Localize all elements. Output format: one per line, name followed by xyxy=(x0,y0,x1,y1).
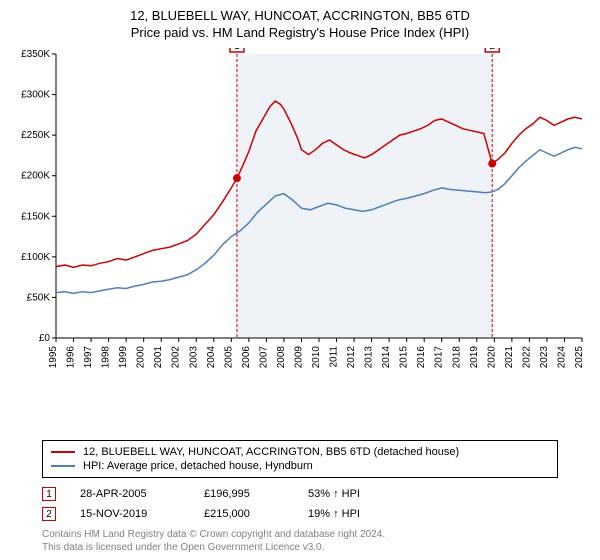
svg-text:2019: 2019 xyxy=(469,346,480,369)
sale-marker-icon: 2 xyxy=(42,507,56,521)
title-address: 12, BLUEBELL WAY, HUNCOAT, ACCRINGTON, B… xyxy=(12,8,588,23)
svg-text:2022: 2022 xyxy=(521,346,532,369)
sale-pct: 19% ↑ HPI xyxy=(308,508,360,520)
svg-text:2009: 2009 xyxy=(293,346,304,369)
svg-text:1995: 1995 xyxy=(48,346,59,369)
svg-text:2003: 2003 xyxy=(188,346,199,369)
legend: 12, BLUEBELL WAY, HUNCOAT, ACCRINGTON, B… xyxy=(42,440,558,478)
footer-line: Contains HM Land Registry data © Crown c… xyxy=(42,528,558,541)
chart-area: £0 £50K £100K £150K £200K £250K £300K £350K 1995… xyxy=(12,48,588,434)
svg-text:2014: 2014 xyxy=(381,346,392,369)
legend-swatch xyxy=(51,451,75,453)
svg-text:2018: 2018 xyxy=(451,346,462,369)
svg-text:1996: 1996 xyxy=(66,346,77,369)
svg-text:£350K: £350K xyxy=(21,49,50,60)
price-chart: £0 £50K £100K £150K £200K £250K £300K £350K 1995… xyxy=(12,48,588,378)
svg-text:2023: 2023 xyxy=(539,346,550,369)
svg-text:2025: 2025 xyxy=(574,346,585,369)
svg-text:2012: 2012 xyxy=(346,346,357,369)
svg-text:2007: 2007 xyxy=(258,346,269,369)
sale-date: 15-NOV-2019 xyxy=(80,508,180,520)
svg-text:2: 2 xyxy=(489,48,495,52)
footer-attribution: Contains HM Land Registry data © Crown c… xyxy=(42,528,558,554)
sale-date: 28-APR-2005 xyxy=(80,488,180,500)
sale-price: £215,000 xyxy=(204,508,284,520)
title-block: 12, BLUEBELL WAY, HUNCOAT, ACCRINGTON, B… xyxy=(12,8,588,40)
svg-text:2002: 2002 xyxy=(171,346,182,369)
legend-label: 12, BLUEBELL WAY, HUNCOAT, ACCRINGTON, B… xyxy=(83,446,459,458)
legend-swatch xyxy=(51,465,75,467)
svg-text:2011: 2011 xyxy=(329,346,340,368)
svg-text:£200K: £200K xyxy=(21,171,50,182)
svg-text:2021: 2021 xyxy=(504,346,515,369)
svg-text:2013: 2013 xyxy=(364,346,375,369)
svg-text:2005: 2005 xyxy=(223,346,234,369)
title-subtitle: Price paid vs. HM Land Registry's House … xyxy=(12,25,588,40)
svg-text:£300K: £300K xyxy=(21,90,50,101)
svg-text:2004: 2004 xyxy=(206,346,217,369)
svg-text:1997: 1997 xyxy=(83,346,94,369)
svg-text:2016: 2016 xyxy=(416,346,427,369)
legend-item: HPI: Average price, detached house, Hynd… xyxy=(51,459,549,473)
sale-pct: 53% ↑ HPI xyxy=(308,488,360,500)
svg-text:1998: 1998 xyxy=(101,346,112,369)
svg-text:2000: 2000 xyxy=(136,346,147,369)
svg-text:2024: 2024 xyxy=(556,346,567,369)
svg-text:2006: 2006 xyxy=(241,346,252,369)
svg-text:£250K: £250K xyxy=(21,130,50,141)
svg-text:2015: 2015 xyxy=(399,346,410,369)
sale-marker-icon: 1 xyxy=(42,487,56,501)
svg-text:1999: 1999 xyxy=(118,346,129,369)
svg-text:2010: 2010 xyxy=(311,346,322,369)
legend-label: HPI: Average price, detached house, Hynd… xyxy=(83,460,313,472)
chart-container: 12, BLUEBELL WAY, HUNCOAT, ACCRINGTON, B… xyxy=(0,0,600,560)
sale-price: £196,995 xyxy=(204,488,284,500)
svg-text:2017: 2017 xyxy=(434,346,445,369)
sale-row: 1 28-APR-2005 £196,995 53% ↑ HPI xyxy=(42,484,558,504)
svg-text:£50K: £50K xyxy=(27,292,51,303)
svg-text:2020: 2020 xyxy=(486,346,497,369)
svg-text:2001: 2001 xyxy=(153,346,164,369)
legend-item: 12, BLUEBELL WAY, HUNCOAT, ACCRINGTON, B… xyxy=(51,445,549,459)
sale-row: 2 15-NOV-2019 £215,000 19% ↑ HPI xyxy=(42,504,558,524)
svg-text:£100K: £100K xyxy=(21,252,50,263)
svg-text:1: 1 xyxy=(234,48,240,52)
sales-table: 1 28-APR-2005 £196,995 53% ↑ HPI 2 15-NO… xyxy=(42,484,558,524)
svg-text:£0: £0 xyxy=(39,333,51,344)
footer-line: This data is licensed under the Open Gov… xyxy=(42,541,558,554)
svg-text:£150K: £150K xyxy=(21,211,50,222)
svg-text:2008: 2008 xyxy=(276,346,287,369)
